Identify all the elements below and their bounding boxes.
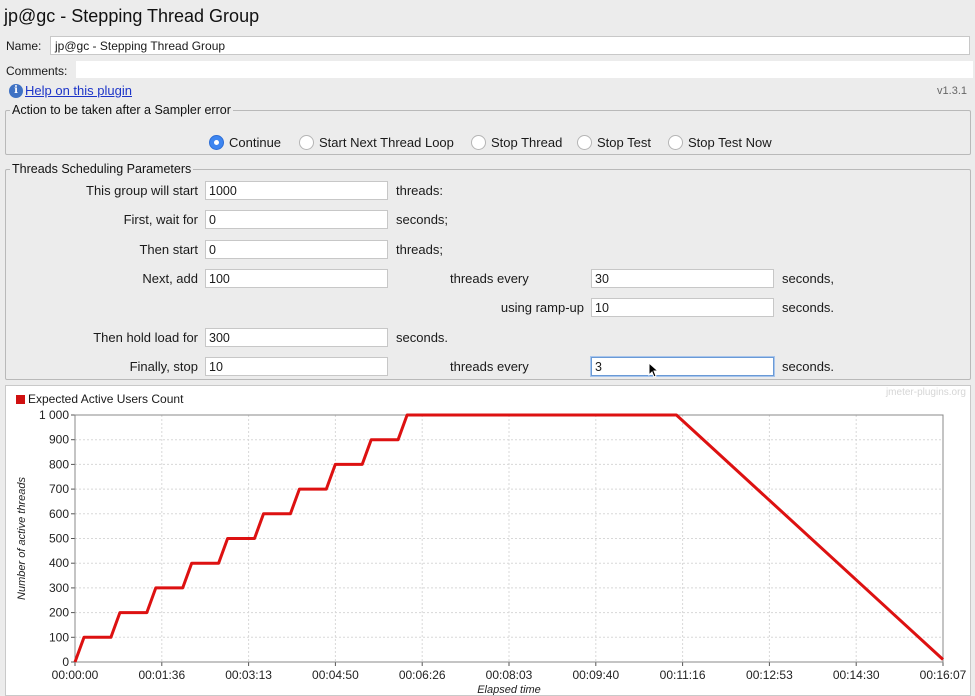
- info-icon: i: [9, 84, 23, 98]
- next-add-unit: seconds,: [782, 271, 835, 286]
- next-add-label: Next, add: [142, 271, 198, 286]
- y-tick-label: 700: [49, 482, 69, 496]
- name-label: Name:: [6, 39, 42, 53]
- rampup-input[interactable]: 10: [591, 298, 774, 317]
- y-tick-label: 400: [49, 556, 69, 570]
- help-row: i Help on this plugin v1.3.1: [6, 82, 971, 100]
- comments-row: Comments:: [0, 60, 975, 80]
- sampler-error-radio-group: Continue Start Next Thread Loop Stop Thr…: [209, 133, 969, 155]
- x-tick-label: 00:12:53: [746, 668, 793, 682]
- stop-label: Finally, stop: [129, 359, 198, 374]
- panel-title: jp@gc - Stepping Thread Group: [4, 6, 260, 26]
- scheduling-group: Threads Scheduling Parameters: [5, 162, 971, 380]
- radio-unselected-icon[interactable]: [577, 135, 592, 150]
- legend-label: Expected Active Users Count: [28, 392, 184, 406]
- watermark: jmeter-plugins.org: [885, 387, 966, 398]
- x-tick-label: 00:14:30: [833, 668, 880, 682]
- hold-label: Then hold load for: [93, 330, 198, 345]
- x-tick-label: 00:09:40: [572, 668, 619, 682]
- mouse-cursor-icon: [648, 362, 660, 378]
- x-tick-label: 00:03:13: [225, 668, 272, 682]
- radio-start-next-thread-loop-label: Start Next Thread Loop: [319, 135, 454, 150]
- chart-panel: Expected Active Users Count jmeter-plugi…: [5, 385, 971, 696]
- y-axis-label: Number of active threads: [16, 477, 28, 600]
- next-add-input[interactable]: 100: [205, 269, 388, 288]
- wait-unit: seconds;: [396, 212, 449, 227]
- y-tick-label: 500: [49, 532, 69, 546]
- radio-unselected-icon[interactable]: [668, 135, 683, 150]
- name-row: Name: jp@gc - Stepping Thread Group: [0, 35, 975, 57]
- chart-svg: 0 100 200 300 400 500 600 700 800 900 1 000 00:00:0…: [16, 408, 967, 695]
- comments-label: Comments:: [6, 64, 68, 78]
- x-tick-label: 00:06:26: [399, 668, 446, 682]
- y-tick-label: 100: [49, 630, 69, 644]
- start-threads-input[interactable]: 1000: [205, 181, 388, 200]
- y-tick-label: 600: [49, 507, 69, 521]
- next-add-every-label: threads every: [450, 271, 529, 286]
- wait-label: First, wait for: [123, 212, 198, 227]
- comments-input[interactable]: [76, 61, 973, 78]
- radio-unselected-icon[interactable]: [471, 135, 486, 150]
- x-tick-label: 00:11:16: [660, 668, 706, 682]
- legend-swatch: [16, 395, 25, 404]
- then-start-unit: threads;: [396, 242, 443, 257]
- x-tick-label: 00:08:03: [486, 668, 533, 682]
- stop-every-label: threads every: [450, 359, 529, 374]
- then-start-label: Then start: [139, 242, 198, 257]
- x-tick-label: 00:00:00: [52, 668, 99, 682]
- y-tick-label: 1 000: [39, 408, 69, 422]
- initial-delay-input[interactable]: 0: [205, 210, 388, 229]
- hold-duration-input[interactable]: 300: [205, 328, 388, 347]
- y-tick-label: 300: [49, 581, 69, 595]
- hold-unit: seconds.: [396, 330, 449, 345]
- sampler-error-legend: Action to be taken after a Sampler error: [12, 103, 231, 117]
- name-input[interactable]: jp@gc - Stepping Thread Group: [50, 36, 970, 55]
- scheduling-legend: Threads Scheduling Parameters: [12, 162, 192, 176]
- next-add-period-input[interactable]: 30: [591, 269, 774, 288]
- radio-stop-test-now-label: Stop Test Now: [688, 135, 772, 150]
- version-label: v1.3.1: [937, 85, 967, 97]
- stop-period-input[interactable]: 3: [591, 357, 774, 376]
- x-tick-label: 00:01:36: [138, 668, 185, 682]
- start-label: This group will start: [86, 183, 198, 198]
- x-axis-label: Elapsed time: [477, 684, 541, 695]
- sampler-error-group: Action to be taken after a Sampler error…: [5, 103, 971, 155]
- radio-stop-thread-label: Stop Thread: [491, 135, 563, 150]
- y-tick-label: 800: [49, 457, 69, 471]
- rampup-unit: seconds.: [782, 300, 835, 315]
- y-tick-label: 0: [62, 655, 69, 669]
- start-unit: threads:: [396, 183, 443, 198]
- radio-unselected-icon[interactable]: [299, 135, 314, 150]
- help-link[interactable]: Help on this plugin: [25, 83, 132, 98]
- x-tick-label: 00:04:50: [312, 668, 359, 682]
- stop-unit: seconds.: [782, 359, 835, 374]
- x-tick-label: 00:16:07: [920, 668, 967, 682]
- radio-selected-icon[interactable]: [209, 135, 224, 150]
- radio-continue-label: Continue: [229, 135, 282, 150]
- radio-stop-test-label: Stop Test: [597, 135, 651, 150]
- y-tick-label: 200: [49, 606, 69, 620]
- series-line: [73, 413, 945, 663]
- y-tick-label: 900: [49, 433, 69, 447]
- rampup-label: using ramp-up: [500, 300, 584, 315]
- then-start-input[interactable]: 0: [205, 240, 388, 259]
- stop-threads-input[interactable]: 10: [205, 357, 388, 376]
